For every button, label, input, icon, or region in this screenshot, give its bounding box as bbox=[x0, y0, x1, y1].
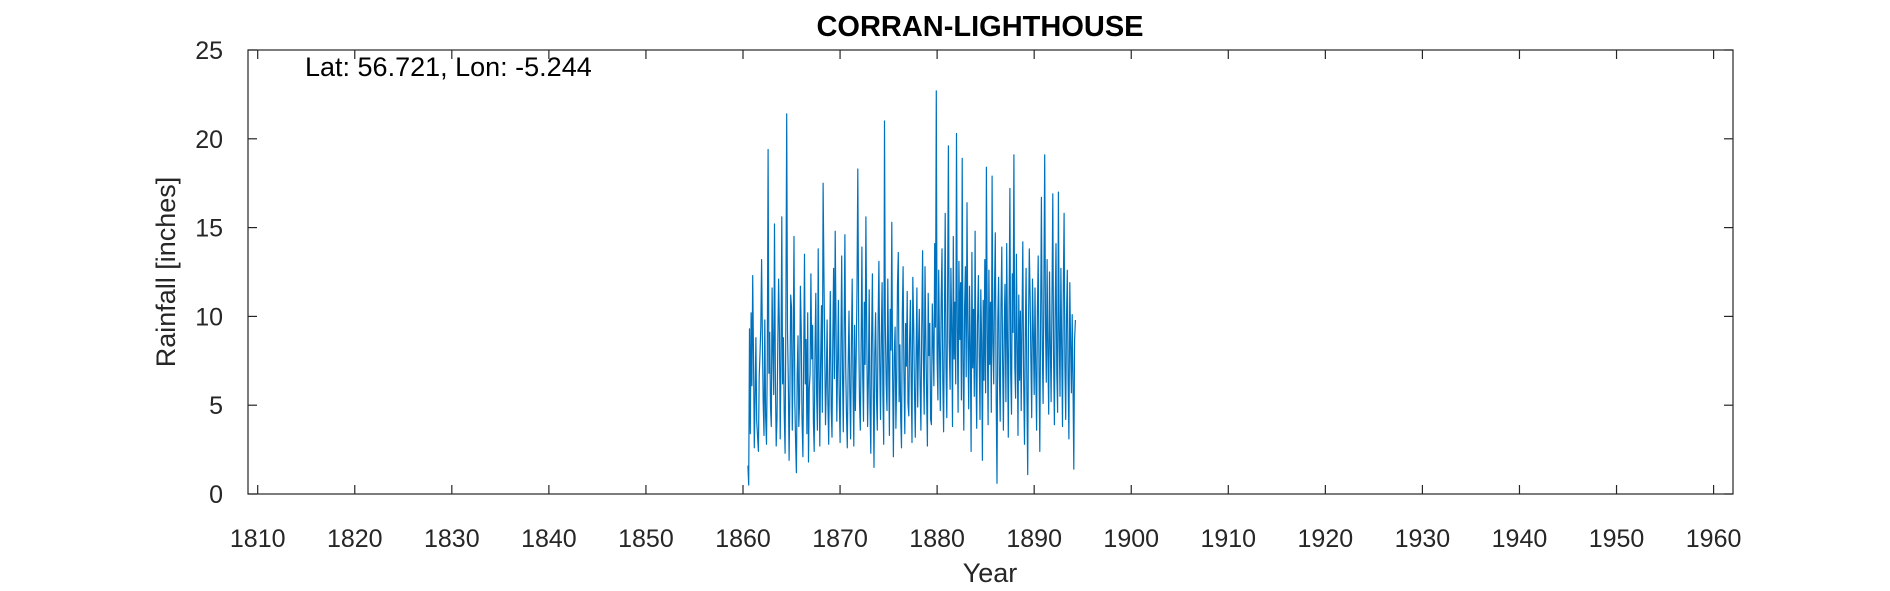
x-tick-label: 1840 bbox=[521, 525, 577, 553]
rainfall-series-line bbox=[747, 90, 1076, 486]
x-tick-label: 1920 bbox=[1298, 525, 1354, 553]
chart-title: CORRAN-LIGHTHOUSE bbox=[816, 11, 1143, 43]
x-tick-label: 1930 bbox=[1395, 525, 1451, 553]
x-tick-label: 1940 bbox=[1492, 525, 1548, 553]
location-annotation: Lat: 56.721, Lon: -5.244 bbox=[305, 52, 592, 82]
y-axis: 0 5 10 15 20 25 bbox=[195, 37, 1733, 509]
x-tick-label: 1870 bbox=[812, 525, 868, 553]
y-tick-label: 20 bbox=[195, 126, 223, 154]
plot-area bbox=[247, 49, 1734, 495]
x-tick-label: 1900 bbox=[1103, 525, 1159, 553]
y-tick-label: 10 bbox=[195, 303, 223, 331]
x-tick-label: 1960 bbox=[1686, 525, 1742, 553]
x-tick-label: 1860 bbox=[715, 525, 771, 553]
x-tick-label: 1950 bbox=[1589, 525, 1645, 553]
x-tick-label: 1820 bbox=[327, 525, 383, 553]
x-tick-label: 1830 bbox=[424, 525, 480, 553]
x-tick-label: 1910 bbox=[1200, 525, 1256, 553]
x-axis: 1810 1820 1830 1840 1850 1860 1870 1880 1890 1900… bbox=[230, 50, 1742, 553]
x-tick-label: 1810 bbox=[230, 525, 286, 553]
x-tick-label: 1890 bbox=[1006, 525, 1062, 553]
y-axis-label: Rainfall [inches] bbox=[151, 177, 181, 368]
x-axis-label: Year bbox=[963, 558, 1018, 588]
x-tick-label: 1880 bbox=[909, 525, 965, 553]
y-tick-label: 25 bbox=[195, 37, 223, 65]
y-tick-label: 0 bbox=[209, 481, 223, 509]
y-tick-label: 5 bbox=[209, 392, 223, 420]
x-tick-label: 1850 bbox=[618, 525, 674, 553]
y-tick-label: 15 bbox=[195, 215, 223, 243]
